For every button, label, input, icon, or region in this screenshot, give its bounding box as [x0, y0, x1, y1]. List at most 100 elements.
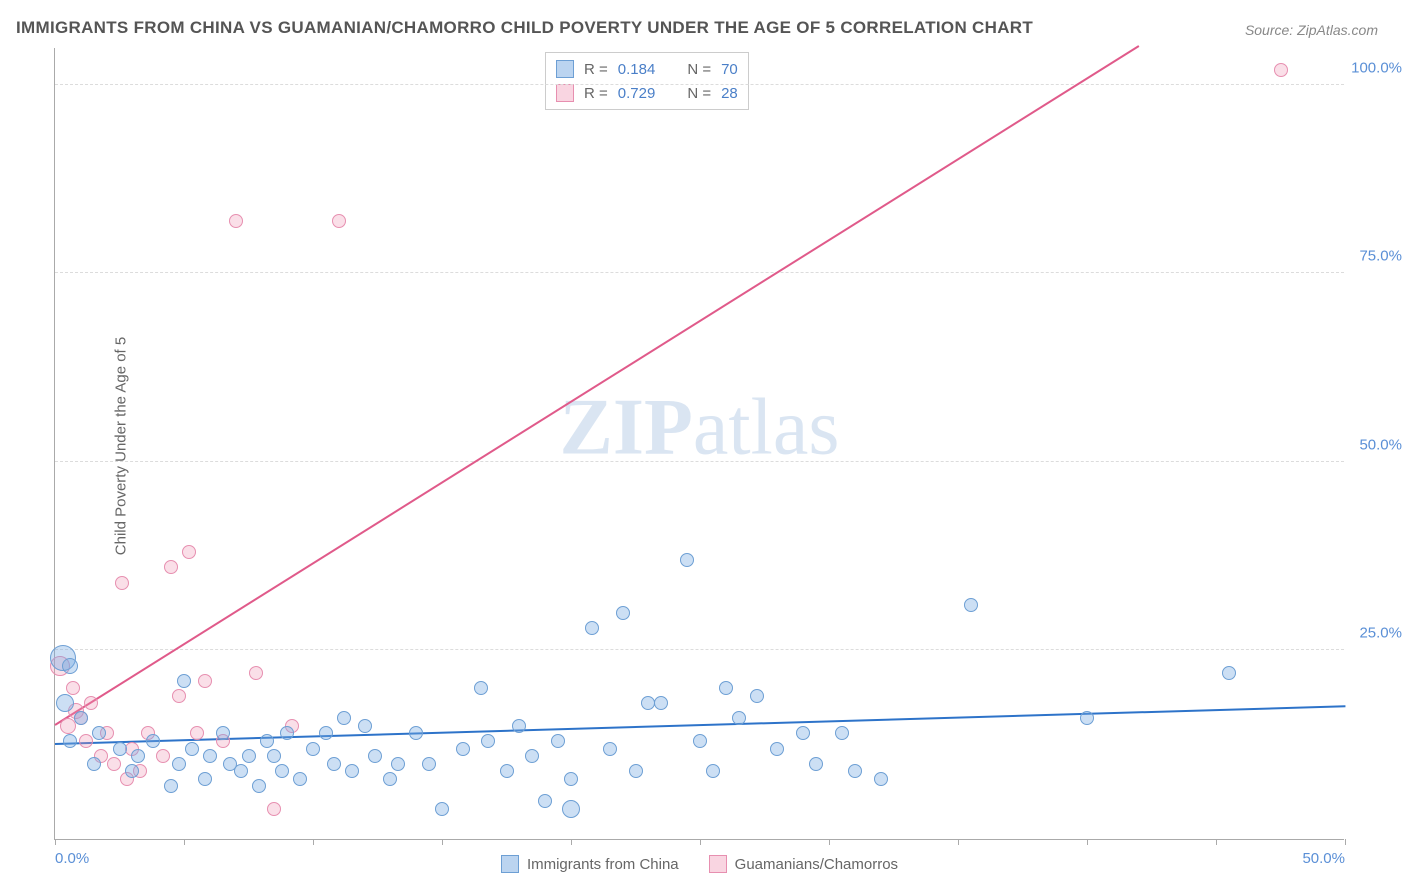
legend-item-blue: Immigrants from China [501, 855, 679, 873]
data-point [732, 711, 746, 725]
legend-stats: R = 0.184 N = 70 R = 0.729 N = 28 [545, 52, 749, 110]
data-point [368, 749, 382, 763]
data-point [383, 772, 397, 786]
data-point [616, 606, 630, 620]
data-point [190, 726, 204, 740]
swatch-pink-icon [709, 855, 727, 873]
data-point [172, 757, 186, 771]
data-point [182, 545, 196, 559]
data-point [249, 666, 263, 680]
data-point [456, 742, 470, 756]
xtick [184, 839, 185, 845]
xtick [829, 839, 830, 845]
data-point [131, 749, 145, 763]
data-point [260, 734, 274, 748]
data-point [107, 757, 121, 771]
data-point [337, 711, 351, 725]
xtick [958, 839, 959, 845]
data-point [641, 696, 655, 710]
data-point [327, 757, 341, 771]
xtick [55, 839, 56, 845]
data-point [146, 734, 160, 748]
data-point [62, 658, 78, 674]
gridline [55, 272, 1344, 273]
data-point [562, 800, 580, 818]
data-point [629, 764, 643, 778]
xtick [1216, 839, 1217, 845]
data-point [481, 734, 495, 748]
xtick [313, 839, 314, 845]
data-point [198, 674, 212, 688]
data-point [770, 742, 784, 756]
ytick-label: 75.0% [1359, 248, 1402, 265]
data-point [848, 764, 862, 778]
data-point [603, 742, 617, 756]
gridline [55, 461, 1344, 462]
data-point [1080, 711, 1094, 725]
data-point [156, 749, 170, 763]
ytick-label: 25.0% [1359, 625, 1402, 642]
swatch-blue-icon [501, 855, 519, 873]
data-point [198, 772, 212, 786]
data-point [74, 711, 88, 725]
data-point [172, 689, 186, 703]
data-point [92, 726, 106, 740]
data-point [66, 681, 80, 695]
data-point [500, 764, 514, 778]
data-point [409, 726, 423, 740]
data-point [525, 749, 539, 763]
data-point [680, 553, 694, 567]
xtick [1087, 839, 1088, 845]
plot-area: ZIPatlas R = 0.184 N = 70 R = 0.729 N = … [54, 48, 1344, 840]
legend-item-pink: Guamanians/Chamorros [709, 855, 898, 873]
chart-title: IMMIGRANTS FROM CHINA VS GUAMANIAN/CHAMO… [16, 18, 1033, 38]
data-point [319, 726, 333, 740]
data-point [585, 621, 599, 635]
data-point [750, 689, 764, 703]
ytick-label: 100.0% [1351, 59, 1402, 76]
data-point [63, 734, 77, 748]
data-point [719, 681, 733, 695]
data-point [796, 726, 810, 740]
xtick [1345, 839, 1346, 845]
data-point [706, 764, 720, 778]
data-point [391, 757, 405, 771]
gridline [55, 649, 1344, 650]
data-point [306, 742, 320, 756]
data-point [422, 757, 436, 771]
legend-stats-row-blue: R = 0.184 N = 70 [556, 57, 738, 81]
data-point [693, 734, 707, 748]
data-point [216, 726, 230, 740]
data-point [809, 757, 823, 771]
data-point [538, 794, 552, 808]
data-point [280, 726, 294, 740]
xtick [442, 839, 443, 845]
data-point [551, 734, 565, 748]
xtick [700, 839, 701, 845]
data-point [1274, 63, 1288, 77]
xtick-label: 0.0% [55, 850, 89, 867]
data-point [293, 772, 307, 786]
xtick-label: 50.0% [1302, 850, 1345, 867]
data-point [113, 742, 127, 756]
data-point [185, 742, 199, 756]
data-point [267, 802, 281, 816]
data-point [87, 757, 101, 771]
data-point [1222, 666, 1236, 680]
data-point [252, 779, 266, 793]
watermark: ZIPatlas [560, 382, 840, 473]
data-point [512, 719, 526, 733]
legend-series: Immigrants from China Guamanians/Chamorr… [55, 855, 1344, 873]
data-point [177, 674, 191, 688]
data-point [564, 772, 578, 786]
data-point [267, 749, 281, 763]
swatch-pink [556, 84, 574, 102]
gridline [55, 84, 1344, 85]
data-point [654, 696, 668, 710]
data-point [332, 214, 346, 228]
source-attribution: Source: ZipAtlas.com [1245, 22, 1378, 38]
data-point [203, 749, 217, 763]
data-point [125, 764, 139, 778]
ytick-label: 50.0% [1359, 436, 1402, 453]
data-point [835, 726, 849, 740]
